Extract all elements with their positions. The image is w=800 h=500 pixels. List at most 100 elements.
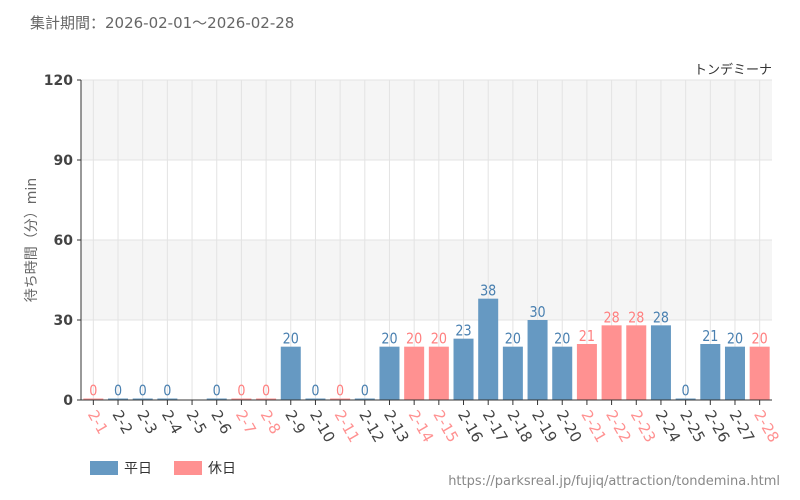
bar-value-label: 20 bbox=[727, 331, 743, 348]
bar-value-label: 0 bbox=[361, 383, 369, 400]
bar-value-label: 0 bbox=[114, 383, 122, 400]
bar-value-label: 20 bbox=[283, 331, 299, 348]
bar-value-label: 38 bbox=[480, 283, 496, 300]
bar-value-label: 0 bbox=[311, 383, 319, 400]
x-tick-label: 2-10 bbox=[306, 407, 339, 445]
period-label: 集計期間：2026-02-01～2026-02-28 bbox=[30, 14, 295, 32]
x-tick-label: 2-24 bbox=[651, 407, 684, 445]
bar bbox=[157, 398, 178, 400]
bar bbox=[552, 346, 573, 400]
x-tick-label: 2-20 bbox=[553, 407, 586, 445]
legend-weekday-label: 平日 bbox=[124, 461, 152, 477]
bar bbox=[83, 398, 104, 400]
bar-value-label: 0 bbox=[336, 383, 344, 400]
bar bbox=[453, 338, 474, 400]
y-tick-label: 90 bbox=[54, 153, 74, 169]
y-tick-label: 60 bbox=[54, 233, 74, 249]
x-tick-label: 2-7 bbox=[232, 407, 260, 437]
y-tick-label: 120 bbox=[44, 73, 73, 89]
bar-value-label: 0 bbox=[139, 383, 147, 400]
chart-title: トンデミーナ bbox=[694, 62, 772, 78]
bar-value-label: 20 bbox=[752, 331, 768, 348]
bar bbox=[280, 346, 301, 400]
legend-holiday[interactable]: 休日 bbox=[174, 458, 236, 478]
x-tick-label: 2-6 bbox=[207, 407, 235, 437]
source-url[interactable]: https://parksreal.jp/fujiq/attraction/to… bbox=[448, 474, 780, 489]
x-tick-label: 2-4 bbox=[158, 407, 186, 437]
y-tick-label: 0 bbox=[63, 393, 73, 409]
bar-value-label: 20 bbox=[554, 331, 570, 348]
legend-holiday-swatch bbox=[174, 461, 202, 475]
bar bbox=[132, 398, 153, 400]
bar-value-label: 23 bbox=[455, 323, 471, 340]
bar-value-label: 28 bbox=[653, 309, 669, 326]
bar bbox=[256, 398, 277, 400]
grid-band bbox=[81, 240, 772, 320]
y-tick-label: 30 bbox=[54, 313, 74, 329]
bar bbox=[478, 298, 499, 400]
x-tick-label: 2-27 bbox=[726, 407, 759, 445]
x-tick-label: 2-16 bbox=[454, 407, 487, 445]
x-tick-label: 2-8 bbox=[257, 407, 285, 437]
x-tick-label: 2-2 bbox=[109, 407, 137, 437]
bar-value-label: 28 bbox=[603, 309, 619, 326]
bar-value-label: 20 bbox=[406, 331, 422, 348]
bar bbox=[749, 346, 770, 400]
bar bbox=[724, 346, 745, 400]
x-tick-label: 2-15 bbox=[429, 407, 462, 445]
bar-value-label: 0 bbox=[213, 383, 221, 400]
bar-value-label: 0 bbox=[237, 383, 245, 400]
x-tick-label: 2-12 bbox=[355, 407, 388, 445]
bar bbox=[675, 398, 696, 400]
x-tick-label: 2-11 bbox=[331, 407, 364, 445]
bar bbox=[404, 346, 425, 400]
bar-value-label: 30 bbox=[529, 304, 545, 321]
bar bbox=[700, 344, 721, 400]
bar-value-label: 20 bbox=[505, 331, 521, 348]
bar bbox=[231, 398, 252, 400]
x-tick-label: 2-19 bbox=[528, 407, 561, 445]
x-tick-label: 2-9 bbox=[281, 407, 309, 437]
x-tick-label: 2-23 bbox=[627, 407, 660, 445]
legend-weekday[interactable]: 平日 bbox=[90, 458, 152, 478]
bar-value-label: 0 bbox=[262, 383, 270, 400]
bar-value-label: 21 bbox=[579, 328, 595, 345]
x-tick-label: 2-25 bbox=[676, 407, 709, 445]
bar bbox=[428, 346, 449, 400]
bar bbox=[527, 320, 548, 400]
x-tick-label: 2-5 bbox=[183, 407, 211, 437]
x-tick-label: 2-1 bbox=[84, 407, 112, 437]
bar bbox=[650, 325, 671, 400]
x-tick-label: 2-18 bbox=[503, 407, 536, 445]
bar bbox=[305, 398, 326, 400]
x-tick-label: 2-22 bbox=[602, 407, 635, 445]
bar bbox=[206, 398, 227, 400]
x-tick-label: 2-21 bbox=[577, 407, 610, 445]
bar-value-label: 20 bbox=[381, 331, 397, 348]
grid-band bbox=[81, 80, 772, 160]
bar-value-label: 0 bbox=[163, 383, 171, 400]
bar bbox=[108, 398, 129, 400]
legend: 平日 休日 bbox=[90, 458, 236, 478]
bar-value-label: 20 bbox=[431, 331, 447, 348]
bar bbox=[330, 398, 351, 400]
x-tick-label: 2-17 bbox=[479, 407, 512, 445]
legend-weekday-swatch bbox=[90, 461, 118, 475]
bar bbox=[502, 346, 523, 400]
bar-value-label: 0 bbox=[89, 383, 97, 400]
x-tick-label: 2-13 bbox=[380, 407, 413, 445]
y-axis-label: 待ち時間（分）min bbox=[24, 178, 40, 302]
legend-holiday-label: 休日 bbox=[208, 461, 236, 477]
bar bbox=[354, 398, 375, 400]
x-tick-label: 2-14 bbox=[405, 407, 438, 445]
bar bbox=[576, 344, 597, 400]
bar bbox=[379, 346, 400, 400]
x-tick-label: 2-3 bbox=[133, 407, 161, 437]
x-tick-label: 2-28 bbox=[750, 407, 783, 445]
bar-value-label: 28 bbox=[628, 309, 644, 326]
bar-value-label: 21 bbox=[702, 328, 718, 345]
bar bbox=[626, 325, 647, 400]
bar bbox=[601, 325, 622, 400]
bar-value-label: 0 bbox=[682, 383, 690, 400]
